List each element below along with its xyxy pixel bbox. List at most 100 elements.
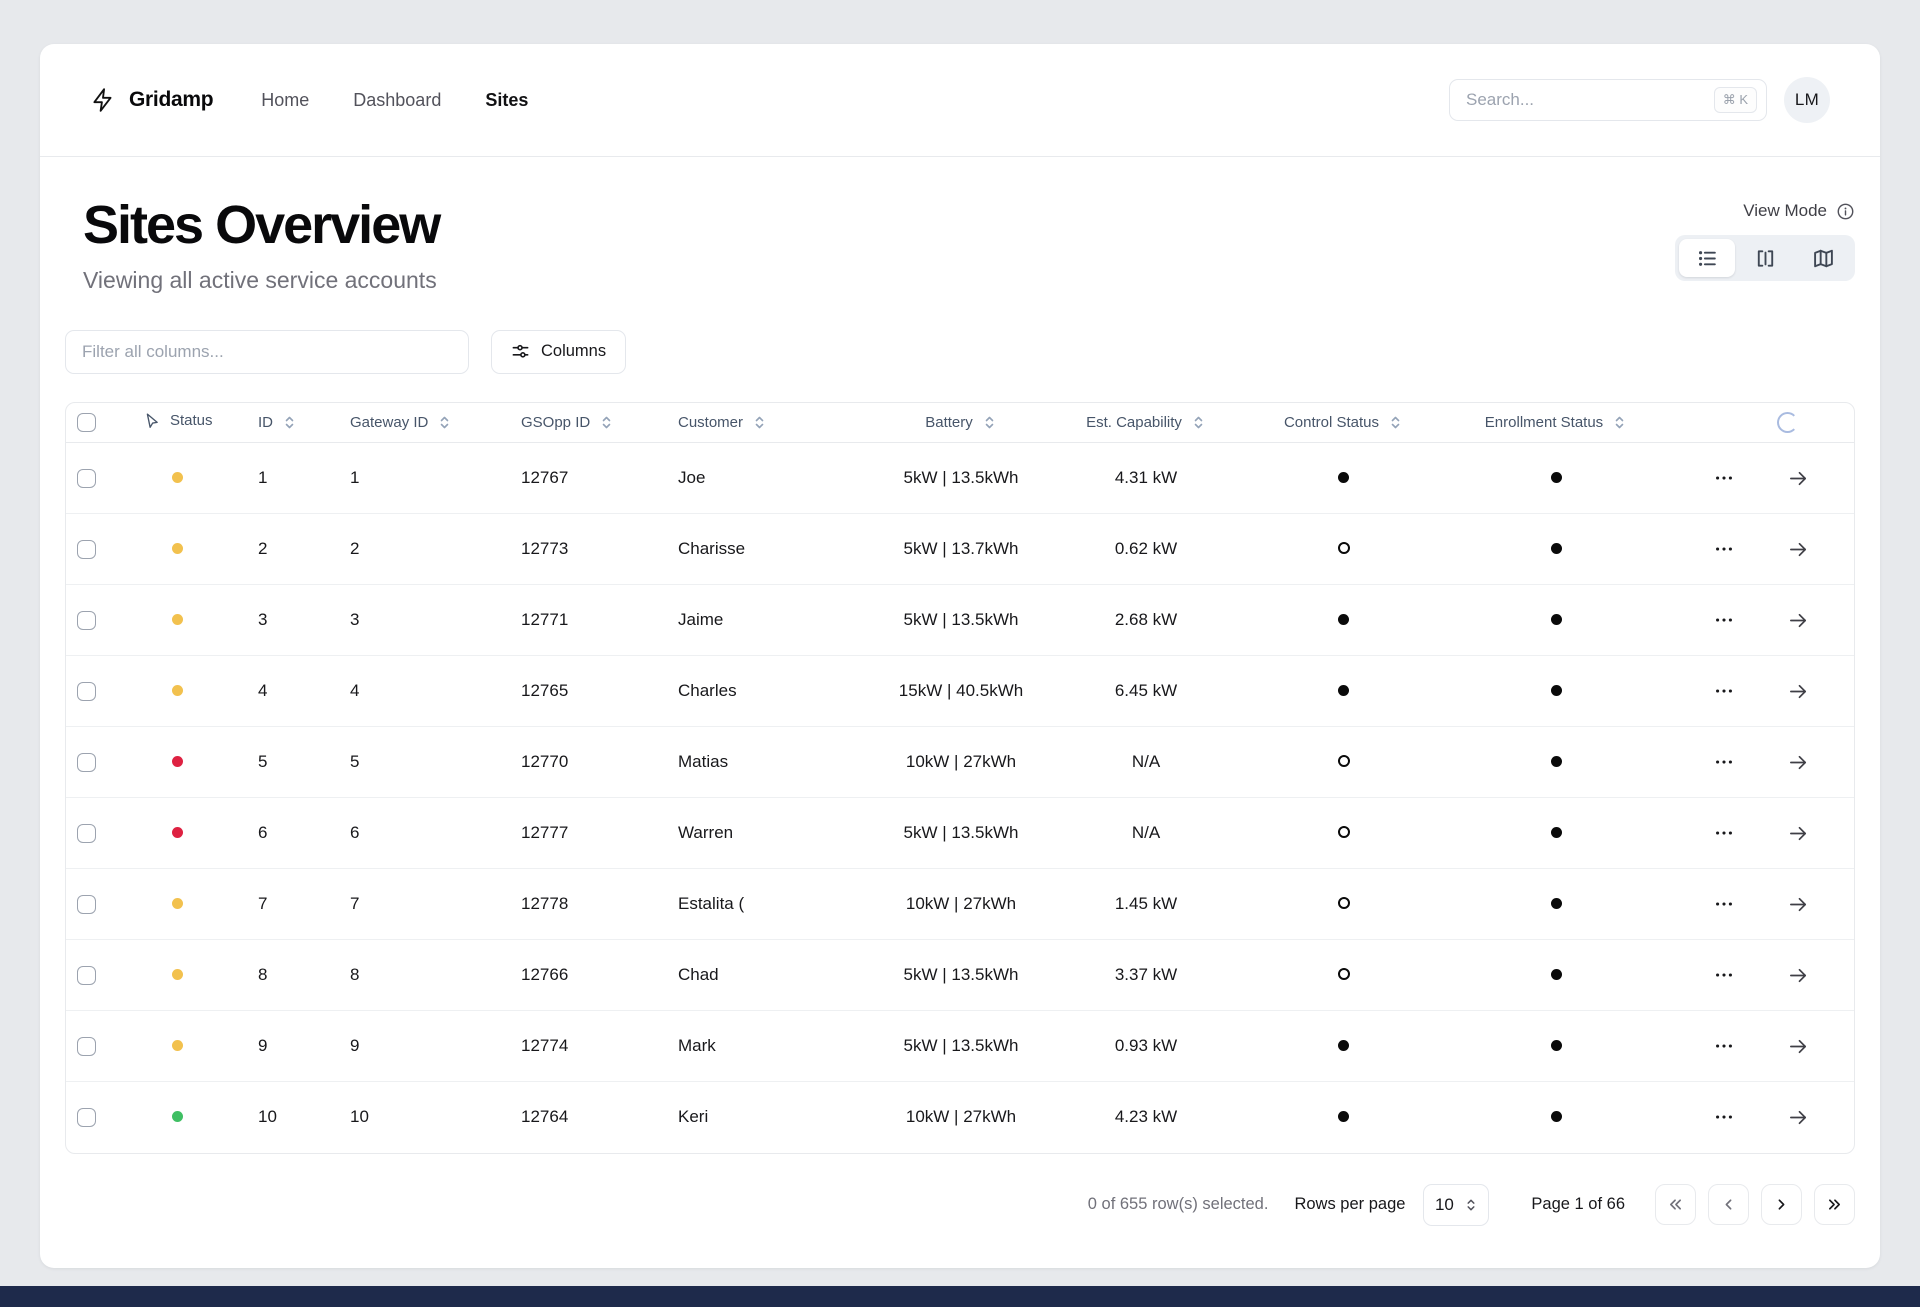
row-open-button[interactable] — [1787, 822, 1810, 845]
row-actions-button[interactable] — [1713, 751, 1735, 773]
table-row[interactable]: 9912774Mark5kW | 13.5kWh0.93 kW — [66, 1011, 1855, 1082]
row-open-button[interactable] — [1787, 751, 1810, 774]
table-row[interactable]: 3312771Jaime5kW | 13.5kWh2.68 kW — [66, 585, 1855, 656]
table-row[interactable]: 7712778Estalita (10kW | 27kWh1.45 kW — [66, 869, 1855, 940]
row-checkbox[interactable] — [77, 469, 96, 488]
view-mode-split-button[interactable] — [1737, 239, 1793, 277]
row-checkbox[interactable] — [77, 966, 96, 985]
control-status-indicator — [1338, 1111, 1349, 1122]
row-actions-button[interactable] — [1713, 822, 1735, 844]
table-row[interactable]: 1112767Joe5kW | 13.5kWh4.31 kW — [66, 443, 1855, 514]
arrow-right-icon — [1787, 964, 1810, 987]
cell-gsopp-id: 12771 — [501, 585, 661, 656]
row-checkbox[interactable] — [77, 1108, 96, 1127]
nav-item-sites[interactable]: Sites — [485, 90, 528, 111]
row-checkbox[interactable] — [77, 753, 96, 772]
ellipsis-icon — [1713, 538, 1735, 560]
table-row[interactable]: 5512770Matias10kW | 27kWhN/A — [66, 727, 1855, 798]
row-open-button[interactable] — [1787, 538, 1810, 561]
cell-est-capability: N/A — [1061, 727, 1231, 798]
cell-gateway-id: 2 — [331, 514, 501, 585]
cell-gateway-id: 9 — [331, 1011, 501, 1082]
column-header-control-status: Control Status — [1284, 414, 1379, 431]
row-actions-button[interactable] — [1713, 1035, 1735, 1057]
previous-page-button[interactable] — [1708, 1184, 1749, 1225]
column-header-est-capability: Est. Capability — [1086, 414, 1182, 431]
last-page-button[interactable] — [1814, 1184, 1855, 1225]
sort-icon[interactable] — [752, 415, 767, 430]
row-actions-button[interactable] — [1713, 609, 1735, 631]
sort-icon[interactable] — [1388, 415, 1403, 430]
map-icon — [1813, 248, 1834, 269]
row-checkbox[interactable] — [77, 824, 96, 843]
cell-est-capability: 2.68 kW — [1061, 585, 1231, 656]
enrollment-status-indicator — [1551, 543, 1562, 554]
row-actions-button[interactable] — [1713, 467, 1735, 489]
user-avatar[interactable]: LM — [1784, 77, 1830, 123]
view-mode-list-button[interactable] — [1679, 239, 1735, 277]
row-open-button[interactable] — [1787, 467, 1810, 490]
row-actions-button[interactable] — [1713, 1106, 1735, 1128]
row-actions-button[interactable] — [1713, 893, 1735, 915]
table-row[interactable]: 2212773Charisse5kW | 13.7kWh0.62 kW — [66, 514, 1855, 585]
next-page-button[interactable] — [1761, 1184, 1802, 1225]
select-all-checkbox[interactable] — [77, 413, 96, 432]
cell-battery: 5kW | 13.5kWh — [861, 443, 1061, 514]
columns-button-label: Columns — [541, 342, 606, 361]
cell-id: 9 — [241, 1011, 331, 1082]
table-row[interactable]: 8812766Chad5kW | 13.5kWh3.37 kW — [66, 940, 1855, 1011]
table-row[interactable]: 4412765Charles15kW | 40.5kWh6.45 kW — [66, 656, 1855, 727]
row-actions-button[interactable] — [1713, 538, 1735, 560]
sort-icon[interactable] — [1191, 415, 1206, 430]
row-open-button[interactable] — [1787, 1035, 1810, 1058]
view-mode-map-button[interactable] — [1795, 239, 1851, 277]
row-open-button[interactable] — [1787, 680, 1810, 703]
nav-item-home[interactable]: Home — [261, 90, 309, 111]
search-box: ⌘ K — [1449, 79, 1767, 121]
filter-input[interactable] — [65, 330, 469, 374]
row-checkbox[interactable] — [77, 1037, 96, 1056]
table-row[interactable]: 101012764Keri10kW | 27kWh4.23 kW — [66, 1082, 1855, 1153]
row-open-button[interactable] — [1787, 893, 1810, 916]
row-checkbox[interactable] — [77, 611, 96, 630]
brand-logo[interactable]: Gridamp — [90, 87, 213, 113]
ellipsis-icon — [1713, 680, 1735, 702]
cell-battery: 5kW | 13.5kWh — [861, 1011, 1061, 1082]
cell-gsopp-id: 12765 — [501, 656, 661, 727]
row-open-button[interactable] — [1787, 609, 1810, 632]
nav-item-dashboard[interactable]: Dashboard — [353, 90, 441, 111]
ellipsis-icon — [1713, 893, 1735, 915]
row-open-button[interactable] — [1787, 1106, 1810, 1129]
table-footer: 0 of 655 row(s) selected. Rows per page … — [40, 1154, 1880, 1226]
cell-gsopp-id: 12773 — [501, 514, 661, 585]
info-icon[interactable] — [1836, 202, 1855, 221]
row-checkbox[interactable] — [77, 895, 96, 914]
first-page-button[interactable] — [1655, 1184, 1696, 1225]
ellipsis-icon — [1713, 1035, 1735, 1057]
sort-icon[interactable] — [982, 415, 997, 430]
cell-id: 10 — [241, 1082, 331, 1153]
rows-per-page-select[interactable]: 10 — [1423, 1184, 1489, 1226]
enrollment-status-indicator — [1551, 756, 1562, 767]
control-status-indicator — [1338, 685, 1349, 696]
row-actions-button[interactable] — [1713, 964, 1735, 986]
cell-gateway-id: 5 — [331, 727, 501, 798]
sort-icon[interactable] — [282, 415, 297, 430]
cell-customer: Jaime — [661, 585, 861, 656]
page-indicator: Page 1 of 66 — [1531, 1195, 1625, 1214]
row-open-button[interactable] — [1787, 964, 1810, 987]
row-actions-button[interactable] — [1713, 680, 1735, 702]
sort-icon[interactable] — [599, 415, 614, 430]
sort-icon[interactable] — [437, 415, 452, 430]
columns-button[interactable]: Columns — [491, 330, 626, 374]
cell-id: 3 — [241, 585, 331, 656]
cell-customer: Charles — [661, 656, 861, 727]
cell-gsopp-id: 12766 — [501, 940, 661, 1011]
table-row[interactable]: 6612777Warren5kW | 13.5kWhN/A — [66, 798, 1855, 869]
row-checkbox[interactable] — [77, 682, 96, 701]
column-header-gsopp-id: GSOpp ID — [521, 414, 590, 431]
control-status-indicator — [1338, 614, 1349, 625]
row-checkbox[interactable] — [77, 540, 96, 559]
cell-customer: Mark — [661, 1011, 861, 1082]
sort-icon[interactable] — [1612, 415, 1627, 430]
